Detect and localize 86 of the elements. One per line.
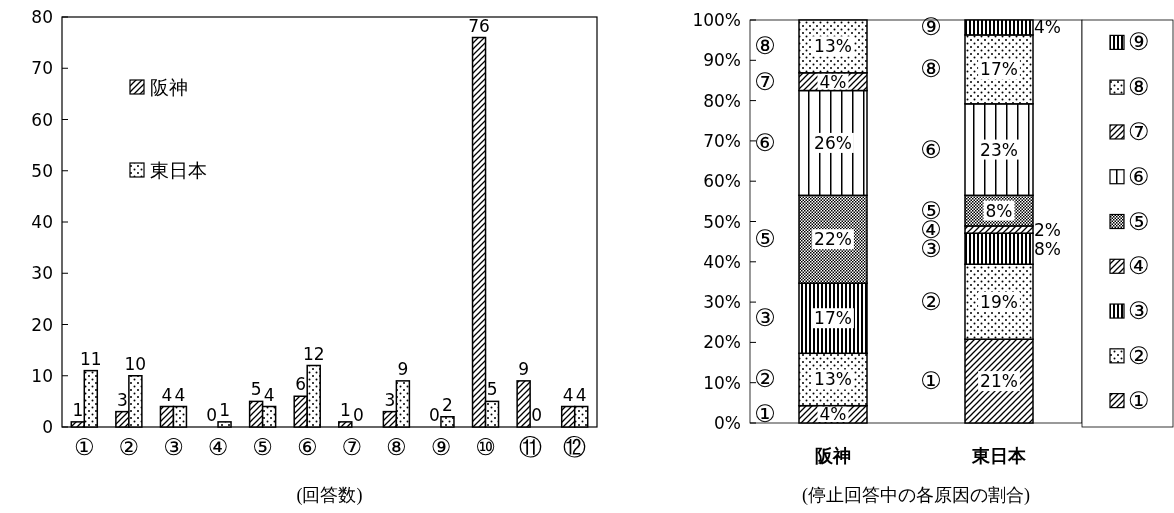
data-label: 0 — [206, 405, 217, 425]
y-tick-label: 90% — [703, 50, 741, 71]
y-tick-label: 60% — [703, 171, 741, 192]
text: ② — [920, 287, 942, 316]
legend-label: ① — [1128, 386, 1150, 415]
y-tick-label: 80 — [31, 7, 53, 27]
text: ⑤ — [754, 225, 776, 254]
legend-label: ② — [1128, 341, 1150, 370]
x-axis-title: (回答数) — [296, 485, 363, 506]
data-label: 0 — [352, 405, 364, 425]
y-tick-label: 40 — [31, 212, 53, 232]
text: ⑧ — [754, 32, 776, 61]
legend-label: ⑤ — [1128, 207, 1150, 236]
data-label: 2 — [442, 394, 453, 415]
data-label: 4 — [161, 384, 173, 405]
data-label: 1 — [339, 399, 351, 420]
x-tick-label: 東日本 — [971, 444, 1027, 466]
y-tick-label: 20% — [703, 332, 741, 353]
x-tick-label: ⑨ — [430, 434, 452, 460]
legend-label: 阪神 — [150, 76, 188, 98]
y-tick-label: 60 — [31, 109, 53, 130]
x-tick-label: ⑫ — [563, 434, 587, 460]
x-tick-label: ③ — [163, 434, 184, 460]
x-tick-label: ① — [73, 434, 95, 460]
text: ⑧ — [920, 55, 942, 84]
data-label: 4 — [263, 384, 275, 405]
legend-label: ⑧ — [1128, 73, 1150, 102]
legend-label: ④ — [1128, 252, 1150, 281]
y-tick-label: 70% — [703, 130, 741, 151]
y-tick-label: 50 — [31, 160, 53, 181]
text: ⑦ — [754, 67, 776, 96]
x-tick-label: ⑥ — [296, 434, 318, 460]
x-tick-label: ② — [118, 434, 140, 460]
data-label: 10 — [124, 353, 147, 374]
data-label: 9 — [397, 358, 409, 379]
data-label: 0 — [531, 405, 543, 425]
data-label: 9 — [518, 358, 530, 379]
data-label: 8% — [1034, 238, 1061, 259]
data-label: 3 — [384, 389, 396, 410]
y-tick-label: 30 — [31, 263, 53, 284]
x-axis-title: (停止回答中の各原因の割合) — [802, 485, 1030, 506]
x-tick-label: ⑧ — [386, 434, 407, 460]
legend-label: ⑦ — [1128, 117, 1150, 146]
text: ⑥ — [920, 135, 942, 164]
data-label: 3 — [116, 389, 128, 410]
data-label: 76 — [468, 15, 490, 36]
y-tick-label: 40% — [703, 251, 741, 272]
x-tick-label: 阪神 — [815, 444, 851, 466]
y-tick-label: 20 — [31, 314, 53, 335]
text: ① — [754, 400, 776, 429]
data-label: 6 — [295, 374, 307, 395]
y-tick-label: 100% — [692, 10, 741, 30]
x-tick-label: ⑦ — [341, 434, 363, 460]
legend-label: 東日本 — [150, 159, 207, 181]
y-tick-label: 50% — [703, 211, 741, 232]
y-tick-label: 10 — [31, 365, 53, 386]
data-label: 4% — [1034, 17, 1061, 38]
legend-label: ⑨ — [1128, 28, 1150, 57]
text: ⑨ — [920, 13, 942, 42]
y-tick-label: 0 — [42, 417, 53, 437]
text: ③ — [754, 304, 776, 333]
y-tick-label: 70 — [31, 58, 53, 79]
data-label: 5 — [486, 379, 498, 400]
x-tick-label: ④ — [207, 434, 229, 460]
y-tick-label: 0% — [714, 413, 741, 433]
data-label: 1 — [72, 399, 84, 420]
text: ① — [920, 367, 942, 396]
x-tick-label: ⑤ — [252, 434, 273, 460]
legend-label: ③ — [1128, 297, 1150, 326]
y-tick-label: 30% — [703, 292, 741, 313]
data-label: 5 — [250, 379, 262, 400]
y-tick-label: 10% — [703, 372, 741, 393]
text: ⑥ — [754, 128, 776, 157]
data-label: 4 — [562, 384, 574, 405]
x-tick-label: ⑩ — [475, 434, 496, 460]
data-label: 2% — [1034, 219, 1061, 240]
text: ② — [754, 365, 776, 394]
data-label: 11 — [79, 348, 102, 369]
data-label: 0 — [429, 405, 440, 425]
data-label: 1 — [219, 399, 230, 420]
legend-label: ⑥ — [1128, 162, 1150, 191]
data-label: 12 — [302, 343, 325, 364]
x-tick-label: ⑪ — [518, 434, 542, 460]
y-tick-label: 80% — [703, 90, 741, 111]
data-label: 4 — [575, 384, 587, 405]
data-label: 4 — [174, 384, 186, 405]
